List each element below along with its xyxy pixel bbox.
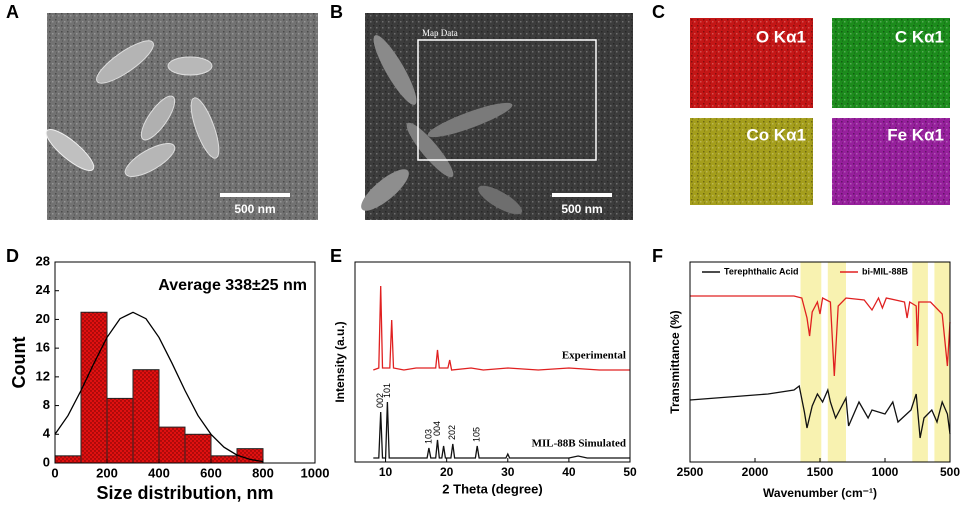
plot-frame xyxy=(354,261,631,463)
map-label: C Kα1 xyxy=(895,27,944,46)
x-tick-label: 30 xyxy=(501,465,515,479)
x-tick-label: 50 xyxy=(623,465,637,479)
panel-label: C xyxy=(652,2,665,22)
y-tick-label: 16 xyxy=(36,340,50,355)
histogram-bar xyxy=(106,397,134,464)
peak-label: 002 xyxy=(375,393,385,408)
x-tick-label: 400 xyxy=(148,465,170,480)
sem-image-a xyxy=(45,13,318,220)
map-label: Fe Kα1 xyxy=(887,125,944,144)
x-axis-label: 2 Theta (degree) xyxy=(442,481,542,496)
y-tick-label: 8 xyxy=(43,397,50,412)
x-tick-label: 2000 xyxy=(742,465,769,479)
x-tick-label: 1000 xyxy=(301,465,330,480)
x-tick-label: 2500 xyxy=(677,465,704,479)
series-label: MIL-88B Simulated xyxy=(532,438,626,450)
x-tick-label: 800 xyxy=(252,465,274,480)
panel-label: B xyxy=(330,2,343,22)
scale-bar-label: 500 nm xyxy=(234,202,275,216)
histogram-bar xyxy=(210,455,238,464)
map-label: Co Kα1 xyxy=(746,125,806,144)
peak-label: 004 xyxy=(432,421,442,436)
x-tick-label: 0 xyxy=(51,465,58,480)
histogram-bar xyxy=(80,311,108,464)
y-tick-label: 20 xyxy=(36,311,50,326)
peak-label: 202 xyxy=(447,425,457,440)
histogram-bar xyxy=(184,433,212,464)
y-tick-label: 28 xyxy=(36,253,50,268)
series-line xyxy=(690,295,951,377)
x-tick-label: 20 xyxy=(440,465,454,479)
map-box-label: Map Data xyxy=(422,28,458,38)
highlight-band xyxy=(827,262,846,462)
y-tick-label: 0 xyxy=(43,454,50,469)
panel-label: E xyxy=(330,246,342,266)
y-tick-label: 24 xyxy=(36,282,51,297)
y-tick-label: 12 xyxy=(36,368,50,383)
sem-image-b xyxy=(361,13,633,220)
map-label: O Kα1 xyxy=(756,27,806,46)
y-axis-label: Count xyxy=(9,337,29,389)
series-line xyxy=(689,384,951,439)
legend-label: bi-MIL-88B xyxy=(862,266,908,276)
panel-label: F xyxy=(652,246,663,266)
x-axis-label: Size distribution, nm xyxy=(96,483,273,503)
x-tick-label: 1000 xyxy=(872,465,899,479)
peak-label: 101 xyxy=(382,383,392,398)
x-tick-label: 10 xyxy=(379,465,393,479)
annotation: Average 338±25 nm xyxy=(158,277,307,294)
peak-label: 105 xyxy=(472,427,482,442)
series-label: Experimental xyxy=(562,350,626,362)
x-tick-label: 1500 xyxy=(807,465,834,479)
y-axis-label: Transmittance (%) xyxy=(668,310,682,413)
histogram-bar xyxy=(132,369,160,464)
histogram-bar xyxy=(158,426,186,464)
plot-frame xyxy=(54,261,316,464)
series-line xyxy=(373,285,630,371)
x-tick-label: 200 xyxy=(96,465,118,480)
y-axis-label: Intensity (a.u.) xyxy=(333,321,347,402)
scale-bar-label: 500 nm xyxy=(561,202,602,216)
histogram-bar xyxy=(54,455,82,464)
x-tick-label: 40 xyxy=(562,465,576,479)
x-axis-label: Wavenumber (cm⁻¹) xyxy=(763,486,877,500)
panel-label: A xyxy=(6,2,19,22)
eds-maps xyxy=(690,18,950,205)
y-tick-label: 4 xyxy=(43,426,51,441)
peak-label: 103 xyxy=(423,429,433,444)
fit-curve xyxy=(54,311,264,463)
x-tick-label: 500 xyxy=(940,465,960,479)
panel-label: D xyxy=(6,246,19,266)
legend-label: Terephthalic Acid xyxy=(724,266,799,276)
series-line xyxy=(373,401,630,459)
highlight-band xyxy=(800,262,822,462)
x-tick-label: 600 xyxy=(200,465,222,480)
